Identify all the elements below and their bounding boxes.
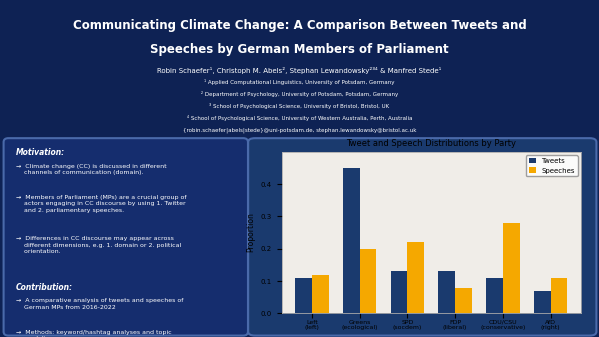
Bar bbox=[391, 271, 407, 313]
Text: →  Differences in CC discourse may appear across
    different dimensions, e.g. : → Differences in CC discourse may appear… bbox=[16, 236, 181, 254]
Bar bbox=[407, 242, 424, 313]
Text: →  Members of Parliament (MPs) are a crucial group of
    actors engaging in CC : → Members of Parliament (MPs) are a cruc… bbox=[16, 195, 186, 213]
Bar bbox=[359, 249, 376, 313]
Bar bbox=[312, 275, 329, 313]
Bar bbox=[455, 287, 472, 313]
Text: Speeches by German Members of Parliament: Speeches by German Members of Parliament bbox=[150, 43, 449, 56]
Bar bbox=[534, 291, 550, 313]
Bar bbox=[486, 278, 503, 313]
FancyBboxPatch shape bbox=[248, 138, 597, 336]
Text: Communicating Climate Change: A Comparison Between Tweets and: Communicating Climate Change: A Comparis… bbox=[72, 19, 527, 32]
Text: ² Department of Psychology, University of Potsdam, Potsdam, Germany: ² Department of Psychology, University o… bbox=[201, 91, 398, 97]
Text: Motivation:: Motivation: bbox=[16, 148, 65, 157]
Text: →  A comparative analysis of tweets and speeches of
    German MPs from 2016-202: → A comparative analysis of tweets and s… bbox=[16, 299, 183, 310]
Bar bbox=[438, 271, 455, 313]
Text: ¹ Applied Computational Linguistics, University of Potsdam, Germany: ¹ Applied Computational Linguistics, Uni… bbox=[204, 79, 395, 85]
Text: {robin.schaefer|abels|stede}@uni-potsdam.de, stephan.lewandowsky@bristol.ac.uk: {robin.schaefer|abels|stede}@uni-potsdam… bbox=[183, 127, 416, 133]
Y-axis label: Proportion: Proportion bbox=[246, 213, 255, 252]
Text: →  Climate change (CC) is discussed in different
    channels of communication (: → Climate change (CC) is discussed in di… bbox=[16, 163, 166, 175]
FancyBboxPatch shape bbox=[4, 138, 248, 336]
Text: ³ School of Psychological Science, University of Bristol, Bristol, UK: ³ School of Psychological Science, Unive… bbox=[210, 103, 389, 109]
Text: →  Methods: keyword/hashtag analyses and topic
    modeling: → Methods: keyword/hashtag analyses and … bbox=[16, 330, 171, 337]
Bar bbox=[295, 278, 312, 313]
Bar bbox=[550, 278, 567, 313]
Legend: Tweets, Speeches: Tweets, Speeches bbox=[526, 155, 577, 176]
Text: ⁴ School of Psychological Science, University of Western Australia, Perth, Austr: ⁴ School of Psychological Science, Unive… bbox=[187, 115, 412, 121]
Bar bbox=[503, 223, 520, 313]
Text: Robin Schaefer¹, Christoph M. Abels², Stephan Lewandowsky²³⁴ & Manfred Stede¹: Robin Schaefer¹, Christoph M. Abels², St… bbox=[158, 67, 441, 74]
Title: Tweet and Speech Distributions by Party: Tweet and Speech Distributions by Party bbox=[346, 139, 516, 148]
Bar bbox=[343, 168, 359, 313]
Text: Contribution:: Contribution: bbox=[16, 283, 72, 292]
